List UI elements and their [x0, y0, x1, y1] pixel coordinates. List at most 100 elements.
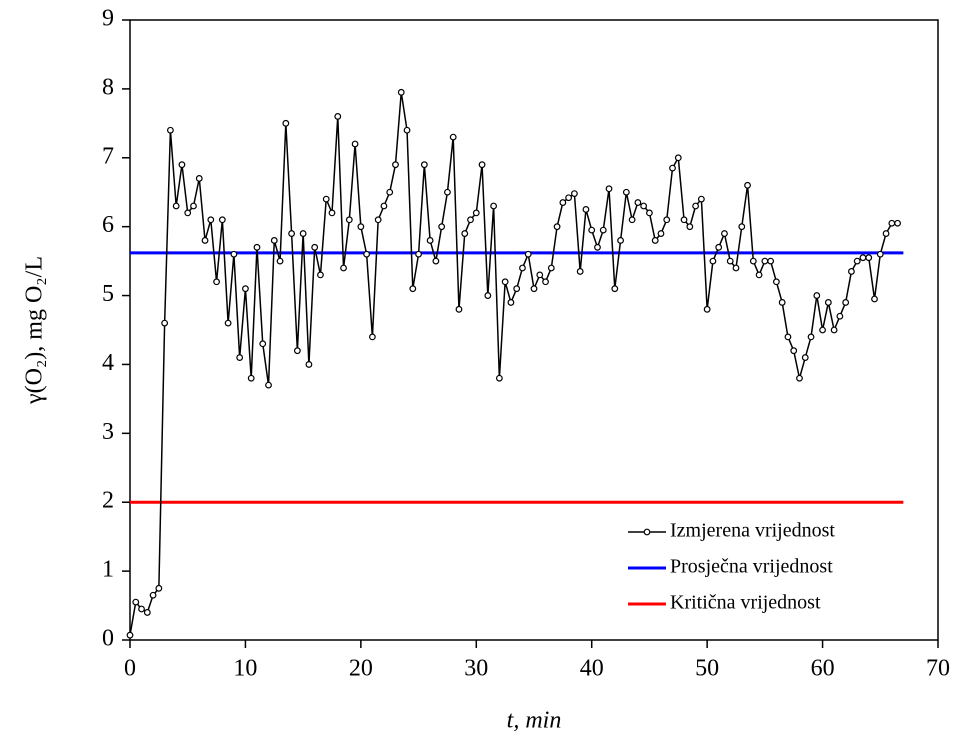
data-point	[172, 202, 180, 210]
data-point	[622, 188, 630, 196]
data-point	[519, 264, 526, 272]
data-point	[755, 271, 763, 279]
data-point	[409, 285, 417, 293]
data-point	[571, 190, 578, 198]
data-point	[224, 319, 232, 327]
data-point	[761, 257, 769, 265]
data-point	[605, 185, 613, 193]
data-point	[703, 305, 711, 313]
data-point	[674, 154, 682, 162]
data-point	[126, 631, 134, 639]
data-point	[397, 88, 405, 96]
data-point	[830, 326, 838, 334]
data-point	[726, 257, 734, 265]
data-point	[501, 278, 509, 286]
data-point	[536, 271, 544, 279]
data-point	[299, 230, 307, 237]
data-point	[738, 223, 746, 231]
data-point	[334, 113, 342, 120]
x-tick-label: 10	[233, 656, 257, 682]
data-point	[669, 164, 676, 172]
data-point	[848, 268, 855, 275]
y-tick-label: 4	[102, 350, 114, 376]
data-point	[138, 605, 145, 613]
x-tick-label: 0	[124, 656, 136, 682]
data-point	[813, 292, 821, 299]
data-point	[190, 202, 197, 210]
data-point	[166, 126, 174, 134]
data-point	[646, 209, 653, 217]
data-point	[265, 381, 272, 389]
data-point	[478, 161, 486, 169]
data-point	[680, 216, 688, 224]
data-point	[715, 243, 723, 251]
data-point	[415, 250, 422, 258]
data-point	[865, 254, 873, 262]
x-axis-label: t, min	[507, 708, 562, 734]
data-point	[467, 216, 474, 224]
data-point	[490, 202, 498, 210]
data-point	[432, 257, 440, 265]
data-point	[276, 257, 284, 265]
legend-marker	[643, 528, 651, 536]
data-point	[282, 119, 290, 127]
series-line	[129, 92, 898, 636]
data-point	[449, 133, 457, 141]
data-point	[444, 188, 451, 196]
data-point	[697, 195, 705, 203]
data-point	[617, 237, 624, 244]
y-tick-label: 1	[102, 557, 114, 583]
x-tick-label: 20	[349, 656, 373, 682]
data-point	[657, 230, 665, 237]
data-point	[628, 216, 636, 224]
y-tick-label: 9	[102, 6, 114, 32]
data-point	[455, 305, 463, 313]
data-point	[484, 292, 492, 299]
data-point	[882, 230, 890, 237]
plot-frame	[129, 19, 939, 641]
data-point	[247, 374, 255, 382]
data-point	[524, 250, 532, 258]
data-point	[317, 271, 324, 279]
x-tick-label: 60	[811, 656, 835, 682]
data-point	[507, 299, 515, 306]
data-point	[184, 209, 192, 217]
data-point	[340, 264, 347, 272]
data-point	[588, 226, 596, 234]
data-point	[351, 140, 359, 148]
x-tick-label: 30	[464, 656, 488, 682]
y-axis-label: γ(O₂), mg O₂/L	[22, 256, 48, 405]
data-point	[495, 374, 503, 382]
data-point	[640, 202, 648, 210]
data-point	[345, 216, 353, 224]
data-point	[611, 285, 619, 293]
data-point	[386, 188, 394, 196]
data-point	[599, 226, 607, 234]
data-point	[894, 219, 901, 227]
data-point	[132, 598, 140, 606]
data-point	[651, 237, 659, 244]
data-point	[853, 257, 861, 265]
data-point	[559, 199, 567, 206]
data-point	[634, 199, 642, 206]
data-point	[195, 175, 203, 182]
data-point	[807, 333, 815, 341]
data-point	[403, 126, 411, 134]
x-tick-label: 50	[695, 656, 719, 682]
data-point	[472, 209, 480, 217]
data-point	[749, 257, 757, 265]
y-tick-label: 7	[102, 143, 114, 169]
data-point	[513, 285, 521, 293]
data-point	[773, 278, 780, 286]
data-point	[576, 268, 584, 275]
data-point	[744, 181, 751, 189]
data-point	[380, 202, 388, 210]
data-point	[305, 361, 313, 368]
y-tick-label: 5	[102, 281, 114, 307]
data-point	[888, 219, 896, 227]
data-point	[207, 216, 215, 224]
data-point	[732, 264, 740, 272]
data-point	[438, 223, 446, 231]
data-point	[530, 285, 538, 293]
data-point	[143, 609, 151, 616]
